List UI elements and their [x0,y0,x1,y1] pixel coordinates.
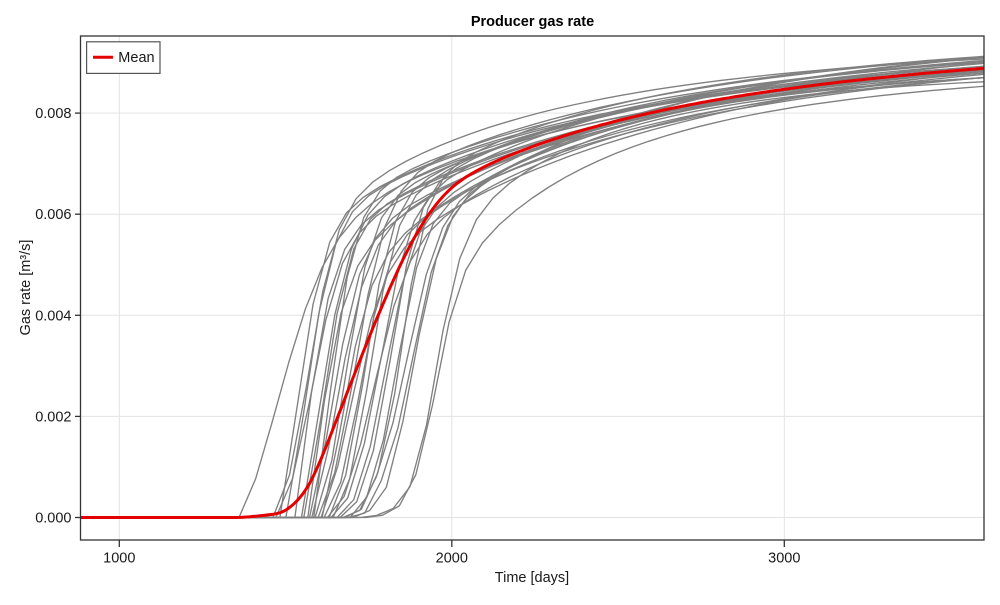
svg-text:3000: 3000 [768,551,800,567]
svg-text:Time [days]: Time [days] [495,570,569,586]
svg-text:1000: 1000 [103,551,135,567]
svg-text:0.006: 0.006 [35,207,71,223]
svg-text:0.002: 0.002 [35,409,71,425]
svg-text:Gas rate [m³/s]: Gas rate [m³/s] [18,240,34,336]
svg-text:Producer gas rate: Producer gas rate [471,14,594,30]
svg-text:Mean: Mean [118,50,154,66]
svg-text:0.000: 0.000 [35,511,71,527]
svg-text:0.004: 0.004 [35,308,71,324]
svg-text:2000: 2000 [436,551,468,567]
svg-text:0.008: 0.008 [35,106,71,122]
